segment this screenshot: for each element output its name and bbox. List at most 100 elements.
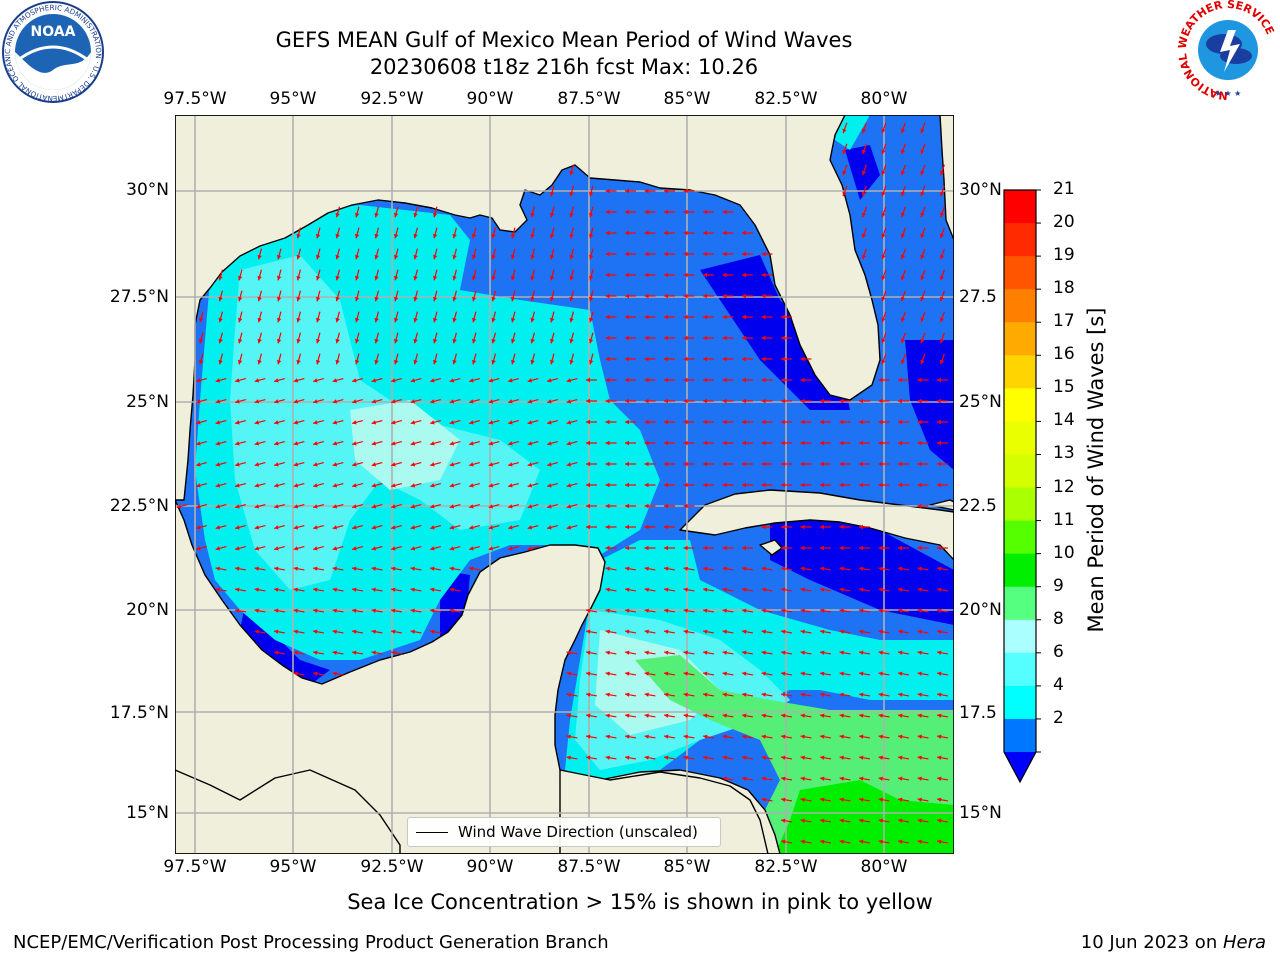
lat-tick-label: 30°N [126, 180, 169, 200]
wave-direction-arrowhead [393, 317, 399, 323]
wave-direction-arrowhead [839, 419, 844, 425]
wave-direction-arrowhead [237, 338, 243, 344]
wave-direction-arrowhead [586, 734, 591, 739]
wave-direction-arrowhead [703, 650, 708, 655]
colorbar-label: 9 [1053, 575, 1064, 596]
wave-direction-arrowhead [510, 296, 516, 302]
wave-direction-arrowhead [605, 230, 610, 236]
wave-direction-arrowhead [605, 755, 610, 760]
wave-direction-arrowhead [761, 650, 766, 655]
wave-direction-arrowhead [196, 462, 201, 467]
wave-direction-arrowhead [449, 504, 455, 509]
wave-direction-arrowhead [254, 566, 259, 571]
colorbar-label: 19 [1053, 245, 1075, 266]
wave-direction-arrowhead [898, 650, 903, 655]
wave-direction-arrowhead [218, 359, 223, 365]
wave-direction-arrowhead [703, 692, 708, 697]
wave-direction-arrowhead [410, 629, 415, 634]
wave-direction-arrowhead [352, 420, 357, 425]
wave-direction-arrowhead [605, 482, 610, 488]
wave-direction-arrowhead [625, 755, 630, 760]
wave-direction-arrowhead [800, 839, 805, 844]
wave-direction-arrowhead [449, 483, 455, 488]
lon-tick-label: 82.5°W [754, 857, 818, 877]
wave-direction-arrowhead [920, 317, 925, 323]
wave-direction-arrowhead [315, 254, 321, 260]
colorbar-extend-triangle [1004, 752, 1036, 782]
wave-direction-arrowhead [742, 650, 747, 655]
wave-direction-arrowhead [566, 671, 571, 676]
wave-direction-arrowhead [508, 420, 513, 425]
wave-direction-arrowhead [391, 420, 396, 425]
wave-direction-arrowhead [491, 359, 496, 365]
wave-direction-arrowhead [664, 671, 669, 676]
wave-direction-arrowhead [820, 839, 825, 844]
wave-direction-arrowhead [605, 650, 610, 655]
wave-direction-arrowhead [859, 734, 864, 739]
wave-direction-arrowhead [820, 797, 825, 802]
wave-direction-arrowhead [761, 377, 766, 383]
wave-direction-arrowhead [937, 797, 942, 802]
wave-direction-arrowhead [315, 275, 321, 281]
colorbar-label: 14 [1053, 410, 1075, 431]
wave-direction-arrowhead [449, 420, 455, 425]
wave-direction-arrowhead [881, 254, 886, 260]
wave-direction-arrowhead [625, 566, 630, 571]
wave-direction-arrowhead [683, 314, 688, 320]
wave-direction-arrowhead [625, 314, 629, 320]
wave-direction-arrowhead [761, 692, 766, 697]
wave-direction-arrowhead [703, 734, 708, 739]
wave-direction-arrowhead [527, 420, 533, 425]
wave-direction-arrowhead [939, 296, 945, 302]
wave-direction-arrowhead [644, 482, 649, 488]
wave-direction-arrowhead [413, 254, 418, 260]
wave-direction-arrowhead [742, 461, 746, 467]
wave-direction-arrowhead [449, 399, 455, 404]
wave-direction-arrowhead [644, 272, 649, 278]
wave-direction-arrowhead [664, 335, 668, 341]
wave-direction-arrowhead [586, 650, 591, 655]
wave-direction-arrowhead [722, 230, 727, 236]
wave-direction-arrowhead [313, 378, 318, 383]
wave-direction-arrowhead [920, 170, 925, 176]
wave-direction-arrowhead [742, 377, 746, 383]
wave-direction-arrowhead [274, 546, 279, 551]
wave-direction-arrowhead [781, 650, 786, 655]
wave-direction-arrowhead [374, 359, 379, 365]
wave-direction-arrowhead [469, 546, 474, 551]
wave-direction-arrowhead [605, 440, 610, 446]
land-us-north [175, 115, 881, 501]
wave-direction-arrowhead [742, 755, 747, 760]
wave-direction-arrowhead [276, 359, 282, 365]
wave-direction-arrowhead [820, 818, 825, 823]
land-florida-east-strip [939, 115, 954, 241]
lon-tick-label: 90°W [466, 89, 514, 109]
wave-direction-arrowhead [761, 671, 766, 676]
wave-direction-arrowhead [722, 671, 727, 676]
wave-direction-arrowhead [820, 629, 825, 634]
wave-direction-arrowhead [683, 566, 688, 571]
wave-direction-arrowhead [878, 713, 883, 718]
wave-direction-arrowhead [586, 503, 590, 509]
wave-direction-arrowhead [332, 608, 337, 613]
lat-tick-label: 27.5°N [109, 287, 169, 307]
wave-direction-arrowhead [276, 338, 282, 344]
wave-direction-arrowhead [274, 420, 279, 425]
wave-direction-arrowhead [352, 504, 357, 509]
map-panel[interactable] [175, 115, 954, 854]
wave-direction-arrowhead [937, 692, 942, 697]
wave-direction-arrowhead [722, 776, 727, 781]
wave-direction-arrowhead [586, 440, 590, 446]
wave-direction-arrowhead [917, 671, 922, 676]
wave-direction-arrowhead [432, 338, 438, 344]
wave-direction-arrowhead [371, 608, 376, 613]
wave-direction-arrowhead [569, 254, 574, 260]
wave-direction-arrowhead [410, 587, 415, 592]
wave-direction-arrowhead [859, 713, 864, 718]
wave-direction-arrowhead [800, 629, 805, 634]
wave-direction-arrowhead [391, 629, 396, 634]
wave-direction-arrowhead [898, 440, 902, 446]
wave-direction-arrowhead [313, 671, 318, 676]
wave-direction-arrowhead [781, 755, 786, 760]
wave-direction-arrowhead [452, 338, 457, 344]
